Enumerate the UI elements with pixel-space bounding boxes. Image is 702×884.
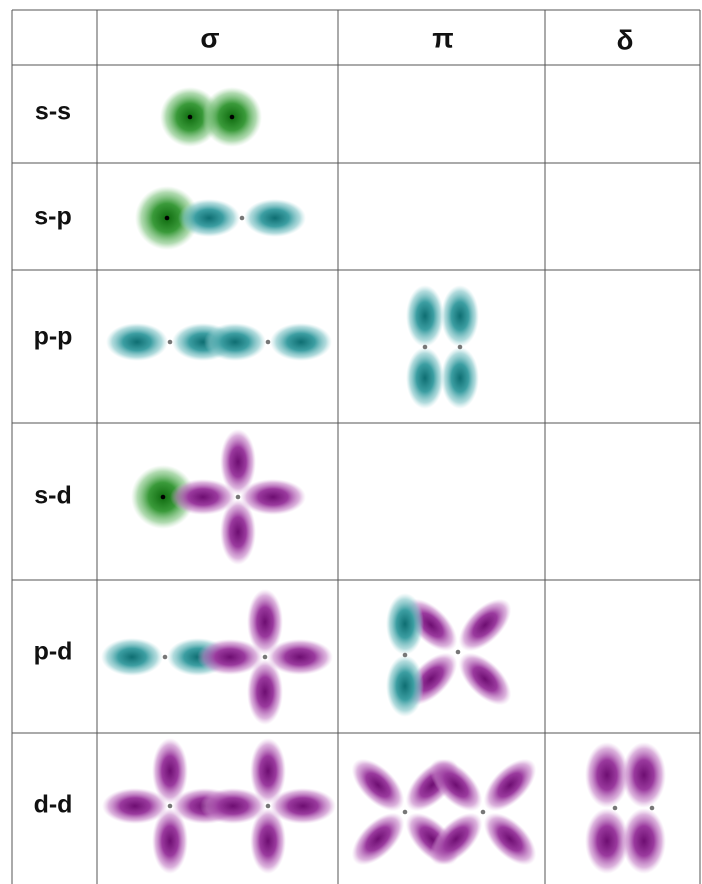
nucleus: [235, 494, 241, 500]
nucleus: [402, 809, 408, 815]
row-label: p-d: [34, 638, 73, 666]
d-lobe: [585, 742, 629, 808]
nucleus: [612, 805, 618, 811]
p-lobe: [441, 285, 479, 347]
d-lobe: [622, 808, 666, 874]
p-lobe: [106, 323, 168, 361]
nucleus: [160, 494, 166, 500]
d-lobe: [247, 659, 283, 725]
d-lobe: [102, 788, 168, 824]
column-header: δ: [617, 24, 634, 55]
d-lobe: [170, 479, 236, 515]
d-lobe: [220, 429, 256, 495]
p-lobe: [386, 593, 424, 655]
row-label: s-p: [34, 203, 72, 231]
d-lobe: [622, 742, 666, 808]
nucleus: [229, 114, 235, 120]
nucleus: [162, 654, 168, 660]
table-grid: [11, 9, 701, 884]
orbital-drawings: [101, 87, 666, 874]
nucleus: [265, 803, 271, 809]
p-lobe: [386, 655, 424, 717]
d-lobe: [270, 788, 336, 824]
row-label: p-p: [34, 323, 73, 351]
d-lobe: [240, 479, 306, 515]
d-lobe: [458, 598, 512, 652]
nucleus: [480, 809, 486, 815]
p-lobe: [244, 199, 306, 237]
nucleus: [422, 344, 428, 350]
d-lobe: [585, 808, 629, 874]
nucleus: [167, 339, 173, 345]
column-header: σ: [200, 22, 219, 53]
d-lobe: [429, 758, 483, 812]
d-lobe: [267, 639, 333, 675]
d-lobe: [483, 758, 537, 812]
p-lobe: [204, 323, 266, 361]
nucleus: [167, 803, 173, 809]
d-lobe: [200, 788, 266, 824]
p-lobe: [406, 285, 444, 347]
column-header: π: [432, 22, 453, 53]
p-lobe: [178, 199, 240, 237]
nucleus: [239, 215, 245, 221]
d-lobe: [152, 808, 188, 874]
p-lobe: [406, 347, 444, 409]
nucleus: [262, 654, 268, 660]
d-lobe: [483, 812, 537, 866]
nucleus: [265, 339, 271, 345]
p-lobe: [101, 638, 163, 676]
nucleus: [402, 652, 408, 658]
nucleus: [457, 344, 463, 350]
d-lobe: [429, 812, 483, 866]
p-lobe: [441, 347, 479, 409]
d-lobe: [250, 808, 286, 874]
d-lobe: [351, 812, 405, 866]
row-label: s-d: [34, 482, 72, 510]
d-lobe: [197, 639, 263, 675]
nucleus: [455, 649, 461, 655]
d-lobe: [152, 738, 188, 804]
d-lobe: [458, 652, 512, 706]
d-lobe: [220, 499, 256, 565]
d-lobe: [247, 589, 283, 655]
nucleus: [649, 805, 655, 811]
nucleus: [164, 215, 170, 221]
row-label: d-d: [34, 791, 73, 819]
nucleus: [187, 114, 193, 120]
row-label: s-s: [35, 98, 71, 126]
p-lobe: [270, 323, 332, 361]
d-lobe: [250, 738, 286, 804]
d-lobe: [351, 758, 405, 812]
